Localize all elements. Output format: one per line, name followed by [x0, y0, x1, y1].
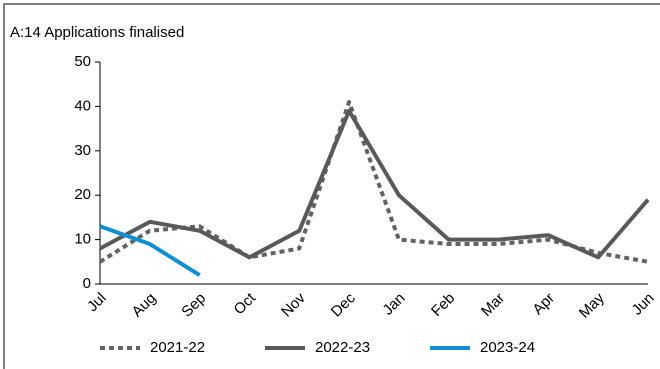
y-tick-label: 0: [83, 275, 91, 292]
x-tick-label: Aug: [129, 290, 160, 321]
x-tick-label: Sep: [178, 290, 209, 321]
legend-label: 2021-22: [150, 339, 205, 356]
x-tick-label: Oct: [231, 289, 260, 318]
x-tick-label: Feb: [428, 290, 458, 320]
frame: [3, 3, 660, 369]
chart-title: A:14 Applications finalised: [10, 24, 184, 41]
series-line: [99, 224, 201, 277]
series-line: [98, 99, 649, 264]
x-tick-label: Apr: [529, 290, 558, 319]
y-tick-label: 10: [74, 231, 91, 248]
x-tick-label: Jun: [629, 290, 658, 319]
y-tick-label: 40: [74, 97, 91, 114]
legend-label: 2023-24: [480, 339, 535, 356]
x-tick-label: Jan: [379, 290, 408, 319]
x-tick-label: Jul: [84, 290, 110, 316]
y-tick-label: 50: [74, 53, 91, 70]
x-tick-label: Nov: [278, 289, 309, 320]
x-tick-label: Mar: [478, 290, 508, 320]
series-line: [99, 108, 650, 260]
legend-label: 2022-23: [315, 339, 370, 356]
y-tick-label: 30: [74, 142, 91, 159]
x-tick-label: May: [576, 289, 608, 321]
x-tick-label: Dec: [328, 289, 359, 320]
y-tick-label: 20: [74, 186, 91, 203]
